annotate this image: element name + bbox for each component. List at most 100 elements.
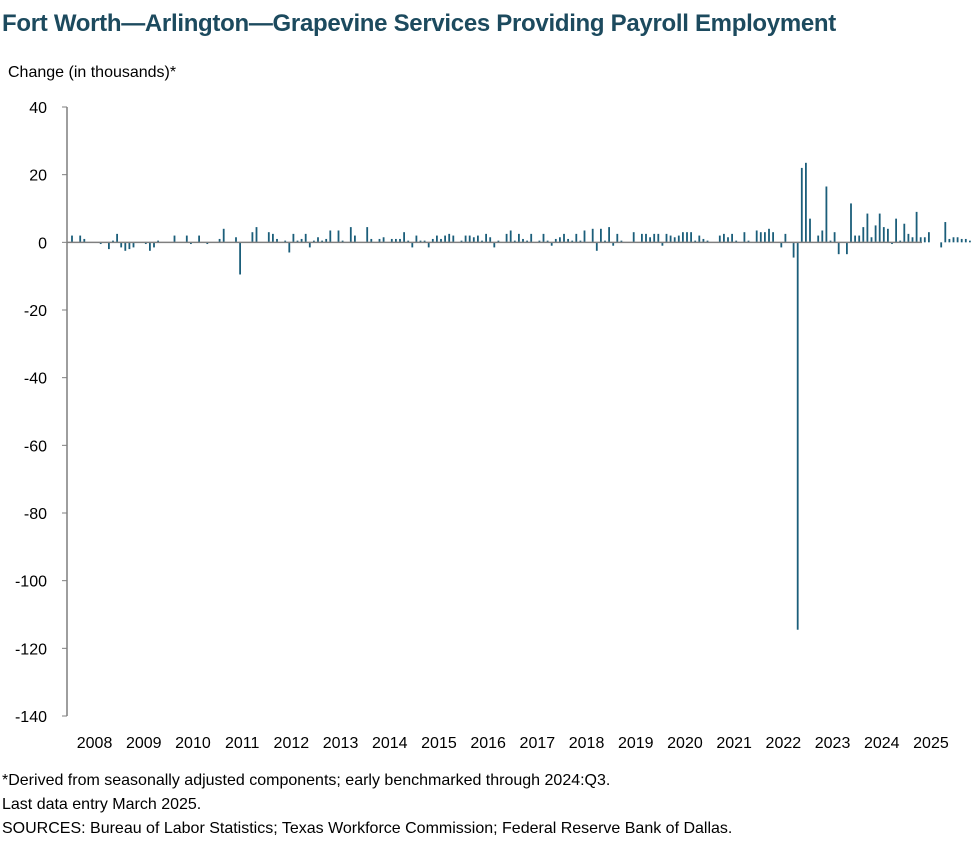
bar [960,238,963,243]
bar [505,233,508,243]
bar [321,240,323,243]
bar [661,242,664,246]
bar [493,242,496,248]
bar [657,233,660,243]
x-axis-year-labels: 2008 2009 2010 2011 2012 2013 2014 2015 2016 2017… [77,735,949,752]
bar [112,240,114,243]
bar [718,235,721,243]
y-axis-ticks: 40 20 0 -20 -40 -60 -80 -100 -120 -140 [15,100,67,726]
x-tick-label: 2025 [913,735,949,752]
bar [144,242,147,245]
bar [423,240,426,243]
bar [956,237,959,243]
bar [907,233,910,243]
bar [124,242,127,251]
bar [837,242,840,255]
bar [157,240,159,243]
x-tick-label: 2021 [716,735,752,752]
x-tick-label: 2019 [618,735,654,752]
bar [550,242,553,246]
x-tick-label: 2013 [323,735,359,752]
bar [399,238,401,243]
bar [554,238,557,243]
bar [497,240,500,243]
x-tick-label: 2008 [77,735,113,752]
bar [928,232,930,243]
bar [915,211,918,243]
bar [419,240,422,243]
x-tick-label: 2023 [815,735,851,752]
bar [567,238,569,243]
bar [329,230,332,243]
bar [882,227,885,243]
bar [833,232,836,243]
bar [878,213,881,243]
bar [222,228,225,243]
bar [764,232,766,243]
bar [911,237,914,243]
bar [796,242,799,630]
footnote: *Derived from seasonally adjusted compon… [2,772,611,789]
bar [83,238,86,243]
bar [116,233,118,243]
bar [120,242,123,248]
bar [427,242,430,248]
x-tick-label: 2022 [766,735,802,752]
bar [132,242,135,248]
x-tick-label: 2015 [421,735,457,752]
bar [452,235,455,243]
bar [251,232,254,243]
bar [870,237,873,243]
bar [563,233,565,243]
bar [903,223,906,243]
bar [800,167,803,243]
bar [185,235,188,243]
bar [571,240,574,243]
bar [690,232,692,243]
bar [198,235,200,243]
y-axis-label: Change (in thousands)* [8,64,177,81]
chart-title: Fort Worth—Arlington—Grapevine Services … [2,10,836,37]
bar [300,238,303,243]
bar [206,242,209,245]
x-tick-label: 2011 [225,735,260,752]
bar [407,240,410,243]
bar [325,238,328,243]
bar [472,237,475,243]
bar [817,235,820,243]
bar [899,240,902,243]
bar [366,227,369,243]
bar [235,237,237,243]
y-tick-label: -120 [15,641,47,658]
bar [948,238,951,243]
bar [608,227,610,243]
bar [940,242,943,248]
bar [874,225,877,243]
last-data-entry: Last data entry March 2025. [2,796,202,813]
bar [542,233,545,243]
x-tick-label: 2024 [864,735,900,752]
bar [641,233,643,243]
bar [218,238,221,243]
bar [276,238,278,243]
bar [632,232,635,243]
bar [944,222,947,243]
sources: SOURCES: Bureau of Labor Statistics; Tex… [2,820,733,837]
bar [513,240,516,243]
bar [440,238,442,243]
bar [477,235,479,243]
bar [698,235,701,243]
bar [71,235,73,243]
bar [727,237,729,243]
bar [620,240,623,243]
bar [780,242,783,248]
x-tick-label: 2014 [372,735,408,752]
x-tick-label: 2016 [470,735,506,752]
x-tick-label: 2012 [274,735,310,752]
bar [735,240,738,243]
y-tick-label: -60 [24,438,47,455]
bar [267,232,270,243]
bar [415,235,418,243]
bar [682,232,684,243]
